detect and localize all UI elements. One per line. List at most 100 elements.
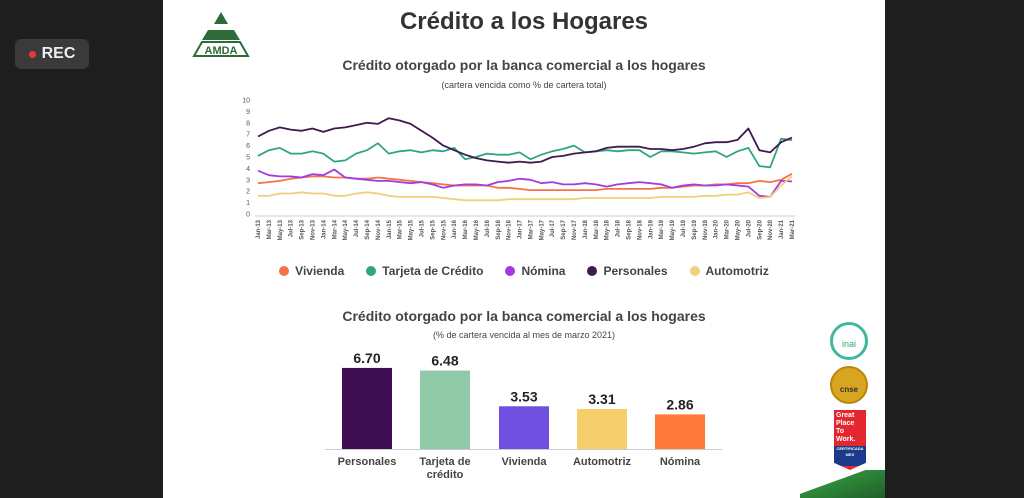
bar [655,414,705,449]
x-tick-label: Jan-15 [387,219,393,239]
x-tick-label: Nov-15 [441,219,447,240]
x-tick-label: Mar-15 [398,219,404,239]
x-tick-label: Jul-18 [616,219,622,237]
legend-label: Tarjeta de Crédito [382,264,484,278]
x-tick-label: Sep-16 [496,219,502,239]
series-line-tarjeta-de-crédito [257,137,793,169]
x-tick-label: Mar-20 [725,219,731,239]
x-tick-label: Sep-13 [300,219,306,239]
series-line-personales [257,117,793,164]
bar-category-label: crédito [427,469,464,481]
bar-value-label: 3.31 [588,391,615,407]
bar-value-label: 6.48 [431,353,458,369]
x-tick-label: Sep-17 [561,219,567,239]
legend-dot-icon [279,266,290,276]
x-tick-label: May-16 [474,219,480,240]
x-tick-label: Mar-16 [463,219,469,239]
x-tick-label: Nov-18 [637,219,643,240]
legend-item: Automotriz [689,264,769,278]
y-tick-label: 5 [246,155,250,162]
x-tick-label: May-17 [539,219,545,240]
x-tick-label: Jul-17 [550,219,556,237]
x-tick-label: Jul-14 [354,219,360,237]
x-tick-label: Jan-14 [321,219,327,239]
x-tick-label: Jul-13 [289,219,295,237]
legend-label: Personales [603,264,668,278]
x-tick-label: May-18 [605,219,611,240]
green-corner-decoration [800,470,885,498]
rec-label: REC [41,45,76,62]
y-tick-label: 0 [246,212,250,219]
x-tick-label: Jul-15 [419,219,425,237]
legend-label: Nómina [521,264,566,278]
x-tick-label: Mar-14 [332,219,338,239]
x-tick-label: Mar-17 [528,219,534,239]
x-tick-label: Jan-16 [452,219,458,239]
x-tick-label: Jan-20 [714,219,720,239]
x-tick-label: Jan-13 [256,219,262,239]
x-tick-label: Mar-21 [790,219,796,239]
line-chart-legend: Vivienda Tarjeta de Crédito Nómina Personal… [163,264,885,278]
series-line-nómina [257,168,793,198]
line-chart-subtitle: (cartera vencida como % de cartera total… [441,80,607,90]
bar-value-label: 3.53 [510,388,537,404]
y-tick-label: 9 [246,109,250,116]
x-tick-label: May-14 [343,219,349,240]
amda-logo: AMDA [192,12,250,57]
y-tick-label: 10 [242,98,250,105]
rec-indicator: REC [15,39,89,69]
x-tick-label: Jul-19 [681,219,687,237]
x-tick-label: Jul-16 [485,219,491,237]
bar [420,370,470,449]
x-tick-label: May-20 [736,219,742,240]
x-tick-label: Mar-19 [659,219,665,239]
y-tick-label: 2 [246,189,250,196]
great-place-to-work-badge: Great Place To Work. CERTIFICADA MEX [834,410,866,470]
x-tick-label: Sep-18 [627,219,633,239]
x-tick-label: Jan-19 [648,219,654,239]
x-tick-label: Jan-17 [518,219,524,239]
x-tick-label: Mar-13 [267,219,273,239]
legend-item: Vivienda [279,264,344,278]
legend-item: Tarjeta de Crédito [366,264,483,278]
x-tick-label: May-13 [278,219,284,240]
y-tick-label: 4 [246,166,250,173]
bar-value-label: 6.70 [353,350,380,366]
x-tick-label: Nov-16 [507,219,513,240]
bar-value-label: 2.86 [666,396,693,412]
legend-dot-icon [587,266,598,276]
x-tick-label: Nov-14 [376,219,382,240]
x-tick-label: Sep-15 [430,219,436,239]
x-tick-label: Jan-18 [583,219,589,239]
legend-item: Nómina [505,264,565,278]
bar [499,406,549,449]
legend-dot-icon [366,266,377,276]
cnse-badge: cnse [830,366,868,404]
legend-item: Personales [587,264,668,278]
x-tick-label: Sep-20 [757,219,763,239]
x-tick-label: Nov-19 [703,219,709,240]
bar-category-label: Automotriz [573,456,632,468]
x-tick-label: Sep-19 [692,219,698,239]
y-tick-label: 8 [246,120,250,127]
series-line-automotriz [258,175,793,202]
x-tick-label: Mar-18 [594,219,600,239]
bar-category-label: Tarjeta de [419,456,470,468]
svg-text:AMDA: AMDA [205,45,238,57]
inai-badge: inai [830,322,868,360]
x-tick-label: Nov-17 [572,219,578,240]
x-tick-label: Jan-21 [779,219,785,239]
legend-dot-icon [689,266,700,276]
bar-category-label: Nómina [660,456,701,468]
x-tick-label: Nov-20 [768,219,774,240]
bar-chart-title: Crédito otorgado por la banca comercial … [342,308,706,324]
x-tick-label: Jul-20 [746,219,752,237]
x-tick-label: Sep-14 [365,219,371,239]
bar-category-label: Vivienda [501,456,547,468]
bar-category-label: Personales [338,456,397,468]
bar-chart-subtitle: (% de cartera vencida al mes de marzo 20… [432,330,616,340]
legend-dot-icon [505,266,516,276]
bar [342,367,392,449]
